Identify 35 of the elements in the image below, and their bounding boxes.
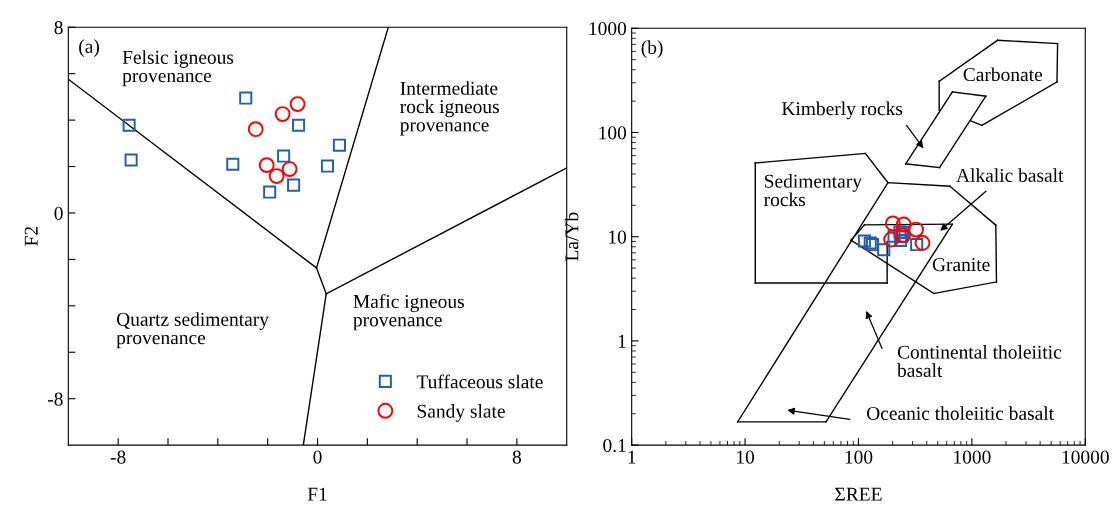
y-tick-label: 0 (54, 206, 63, 220)
y-tick-label: 1000 (589, 22, 627, 36)
y-tick-label: 8 (54, 21, 63, 35)
x-axis-title: ΣREE (835, 487, 882, 501)
annotation: Continental tholeiitic basalt (897, 345, 1062, 378)
legend-label: Sandy slate (417, 404, 505, 422)
y-tick-label: -8 (47, 392, 63, 406)
y-tick-label: 1 (618, 334, 626, 348)
x-tick-label: 10000 (1062, 450, 1109, 464)
x-tick-label: 10 (737, 450, 755, 464)
annotation: Carbonate (963, 67, 1043, 82)
y-axis-title: La/Yb (564, 212, 579, 261)
legend-label: Tuffaceous slate (416, 374, 543, 389)
x-axis-title: F1 (307, 487, 327, 501)
y-axis-title: F2 (24, 226, 38, 246)
annotation: Felsic igneous provenance (122, 50, 234, 87)
annotation: Sedimentary rocks (764, 174, 862, 207)
y-tick-label: 100 (599, 126, 627, 140)
annotation: (a) (79, 39, 100, 57)
annotation: Granite (932, 258, 990, 272)
annotation: Quartz sedimentary provenance (116, 312, 269, 349)
annotation: (b) (641, 40, 663, 58)
x-tick-label: 0 (313, 450, 322, 464)
x-tick-label: 100 (845, 450, 873, 464)
x-tick-label: -8 (110, 450, 126, 464)
x-tick-label: 1 (628, 450, 636, 464)
annotation: Mafic igneous provenance (353, 294, 464, 331)
y-tick-label: 10 (609, 230, 627, 244)
x-tick-label: 1000 (954, 450, 991, 464)
x-tick-label: 8 (512, 450, 521, 464)
annotation: Intermediate rock igneous provenance (400, 81, 499, 136)
annotation: Oceanic tholeiitic basalt (866, 406, 1054, 420)
annotation: Alkalic basalt (956, 168, 1064, 182)
y-tick-label: 0.1 (603, 438, 626, 453)
annotation: Kimberly rocks (781, 101, 903, 120)
